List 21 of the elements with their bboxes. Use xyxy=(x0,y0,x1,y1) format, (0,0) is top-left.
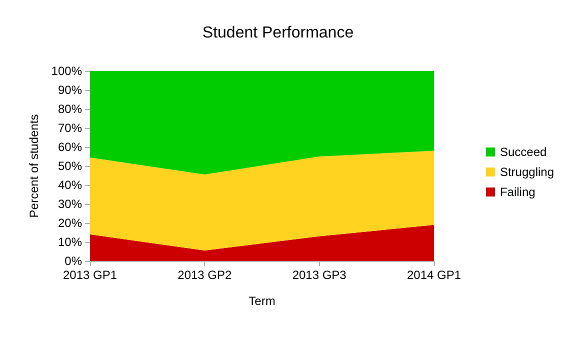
legend-label: Succeed xyxy=(500,145,547,159)
x-tick-label: 2013 GP3 xyxy=(292,268,347,282)
y-tick-label: 20% xyxy=(58,216,82,230)
y-tick-label: 90% xyxy=(58,83,82,97)
chart-title: Student Performance xyxy=(202,24,354,42)
y-tick-label: 50% xyxy=(58,159,82,173)
x-axis-title: Term xyxy=(248,294,276,308)
y-axis-title: Percent of students xyxy=(27,114,41,218)
y-tick-label: 80% xyxy=(58,102,82,116)
y-tick-label: 70% xyxy=(58,121,82,135)
x-tick-label: 2013 GP2 xyxy=(178,268,232,282)
y-tick-label: 40% xyxy=(58,178,82,192)
y-tick-label: 100% xyxy=(51,64,82,78)
legend-label: Struggling xyxy=(500,165,554,179)
x-tick-label: 2014 GP1 xyxy=(406,268,462,282)
y-tick-label: 60% xyxy=(58,140,82,154)
y-tick-label: 30% xyxy=(58,197,82,211)
legend-label: Failing xyxy=(500,185,536,199)
x-tick-label: 2013 GP1 xyxy=(62,268,118,282)
y-tick-label: 0% xyxy=(64,254,82,268)
y-tick-label: 10% xyxy=(58,235,82,249)
